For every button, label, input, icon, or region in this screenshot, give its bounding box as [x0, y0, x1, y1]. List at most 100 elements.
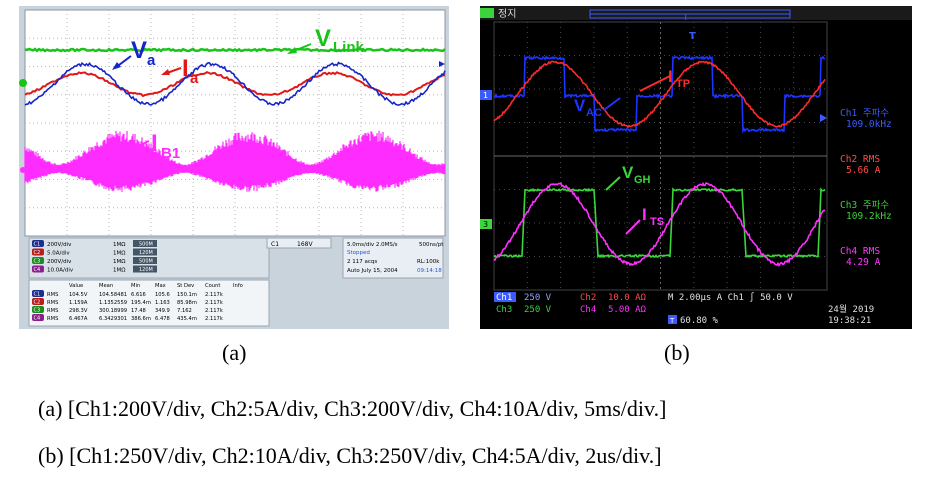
meas-channel: C2: [34, 300, 41, 306]
trace-vac: [493, 54, 826, 134]
meas-cell: 2.117k: [205, 300, 223, 306]
panel-b-label: (b): [664, 340, 690, 365]
channel-scale: 200V/div: [47, 259, 72, 265]
side-readout-value: 4.29 A: [846, 257, 881, 268]
meas-cell: 7.162: [177, 308, 192, 314]
trace-itp: [493, 60, 826, 129]
acq-mode: Stopped: [347, 250, 370, 256]
label-vac: V AC: [574, 96, 621, 119]
trigger-marker-icon: T: [689, 31, 696, 42]
scope-time: 19:38:21: [828, 316, 871, 326]
its-subscript: TS: [650, 216, 664, 228]
meas-channel-badge-icon: [32, 298, 44, 305]
meas-cell: 1.1352559: [99, 300, 127, 306]
channel-bandwidth: 500M: [139, 242, 153, 248]
acq-count: 2 117 acqs: [347, 259, 377, 265]
channel-bandwidth: 120M: [139, 267, 153, 273]
meas-cell: 104.58481: [99, 292, 127, 298]
channel-badge-text: C4: [34, 267, 41, 273]
ch3-bottom-label: Ch3: [496, 305, 512, 315]
channel-marker-icon: [19, 79, 27, 87]
channel-badge-icon: [32, 265, 44, 273]
trace-vgh: [493, 187, 826, 259]
svg-text:T: T: [669, 317, 675, 325]
ch4-bottom-label: Ch4: [580, 305, 596, 315]
timebase-readout: M 2.00μs A Ch1 ∫ 50.0 V: [668, 292, 793, 303]
channel-badge-text: C2: [34, 250, 41, 256]
side-readout-label: Ch3 주파수: [840, 200, 889, 211]
meas-cell: 195.4m: [131, 300, 151, 306]
meas-header: Value: [69, 283, 83, 289]
ch2-scale: 10.0 AΩ: [608, 293, 647, 303]
meas-cell: 298.3V: [69, 308, 88, 314]
meas-channel: C3: [34, 308, 41, 314]
meas-channel: C4: [34, 316, 41, 322]
meas-cell: 105.6: [155, 292, 170, 298]
ch2-bottom-label: Ch2: [580, 293, 596, 303]
vac-label: V: [574, 96, 586, 115]
timebase-pt: 500ns/pt: [419, 242, 444, 248]
label-ia: I a: [161, 55, 199, 87]
itp-label: I: [668, 67, 673, 86]
meas-channel: C1: [34, 292, 41, 298]
side-readout-value: 5.66 A: [846, 165, 881, 176]
va-subscript: a: [147, 52, 156, 69]
ch1-marker-icon: [480, 90, 492, 100]
meas-cell: 6.616: [131, 292, 146, 298]
meas-cell: 435.4m: [177, 316, 197, 322]
channel-scale: 5.0A/div: [47, 251, 70, 257]
meas-cell: 2.117k: [205, 292, 223, 298]
bandwidth-badge-icon: [133, 240, 157, 247]
trigger-position-badge-icon: [668, 315, 677, 324]
va-label: V: [131, 37, 147, 64]
ch1-scale: 250 V: [524, 293, 552, 303]
meas-header: Info: [233, 283, 243, 289]
svg-text:3: 3: [483, 220, 488, 229]
meas-header: St Dev: [177, 283, 194, 289]
trigger-arrow-icon: [439, 61, 445, 67]
acq-status: 정지: [498, 8, 516, 20]
meas-channel-badge-icon: [32, 306, 44, 313]
trace-va: [24, 61, 446, 106]
trigger-percent: 60.80 %: [680, 316, 719, 326]
vlink-subscript: Link: [333, 39, 364, 56]
measurement-table: [28, 279, 270, 327]
meas-cell: 6.3429301: [99, 316, 127, 322]
trigger-level-icon: [820, 114, 827, 122]
meas-channel-badge-icon: [32, 290, 44, 297]
ch3-scale: 250 V: [524, 305, 552, 315]
scope-a-traces: [24, 47, 446, 192]
meas-cell: 1.163: [155, 300, 170, 306]
side-readout-value: 109.0kHz: [846, 119, 892, 130]
meas-header: Count: [205, 283, 220, 289]
ch4-scale: 5.00 AΩ: [608, 305, 647, 315]
caption-a: (a) [Ch1:200V/div, Ch2:5A/div, Ch3:200V/…: [38, 396, 667, 421]
label-itp: I TP: [639, 67, 690, 92]
scope-a-svg: V Link V a I a I B1 C1 200V/div 1MΩ 500M C2 5…: [19, 9, 446, 327]
record-length: RL:100k: [417, 259, 440, 265]
measurement-table-body: Value Mean Min Max St Dev Count Info C1 RMS 104.5…: [32, 283, 243, 322]
label-its: I TS: [625, 205, 664, 235]
meas-cell: 386.6m: [131, 316, 151, 322]
ch3-marker-icon: [480, 219, 492, 229]
ia-label: I: [182, 55, 189, 82]
trace-vlink: [24, 47, 446, 53]
vlink-label: V: [315, 25, 331, 52]
ch1-badge: [494, 292, 516, 302]
meas-cell: 85.98m: [177, 300, 197, 306]
trace-ib1: [24, 130, 446, 192]
its-label: I: [642, 205, 647, 224]
ia-subscript: a: [190, 70, 199, 87]
trace-its: [493, 181, 826, 267]
vgh-subscript: GH: [634, 174, 651, 186]
bandwidth-badge-icon: [133, 248, 157, 256]
timebase-box: [342, 237, 444, 279]
channel-impedance: 1MΩ: [113, 251, 125, 257]
scope-b-traces: [493, 54, 826, 267]
label-vlink: V Link: [287, 25, 364, 56]
panel-a-label: (a): [222, 340, 247, 365]
acq-date: Auto July 15, 2004: [347, 268, 398, 274]
meas-type: RMS: [47, 308, 58, 314]
meas-cell: 17.48: [131, 308, 146, 314]
